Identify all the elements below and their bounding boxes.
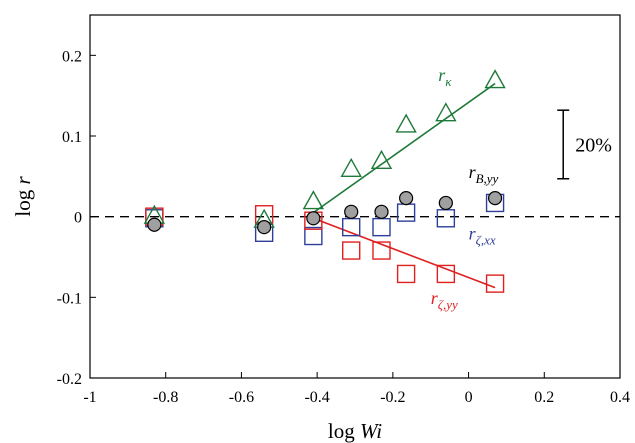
triangle-marker (484, 69, 506, 89)
square-marker (436, 264, 456, 284)
triangle-marker (435, 102, 457, 122)
scale-bar-label: 20% (575, 134, 612, 156)
series-label-kappa: rκ (438, 65, 452, 89)
series-annotations: rκ rB,yy rζ,xx rζ,yy (431, 65, 499, 312)
fit-lines (312, 82, 496, 289)
y-tick-label: 0.1 (62, 129, 82, 146)
circle-marker (438, 195, 453, 211)
scale-bar: 20% (557, 109, 612, 180)
x-tick-label: 0 (465, 389, 473, 406)
x-tick-label: -0.8 (153, 389, 178, 406)
y-tick-label: -0.1 (57, 290, 82, 307)
x-tick-label: -1 (83, 389, 96, 406)
square-marker (396, 203, 416, 222)
fit-line (312, 82, 496, 214)
triangle-marker (340, 157, 362, 178)
triangle-marker (395, 113, 417, 133)
circle-marker (147, 217, 162, 232)
triangle-marker (370, 149, 393, 169)
circle-marker (344, 204, 359, 219)
axes: -1 -0.8 -0.6 -0.4 -0.2 0 0.2 0.4 -0.2 -0.1 0 0.1 0.2 (57, 48, 630, 406)
square-marker (304, 226, 323, 246)
square-marker (372, 241, 391, 260)
series-label-zyy: rζ,yy (431, 288, 458, 312)
x-axis-title: log Wi (328, 419, 382, 443)
data-points (143, 69, 506, 293)
y-tick-label: 0 (74, 210, 82, 227)
x-tick-label: -0.2 (380, 389, 405, 406)
circle-marker (374, 204, 389, 219)
square-marker (396, 264, 416, 284)
fit-line (313, 217, 496, 289)
x-tick-label: -0.6 (229, 389, 254, 406)
circle-marker (399, 191, 414, 206)
square-marker (436, 209, 456, 228)
circle-marker (257, 220, 272, 235)
square-marker (372, 217, 391, 237)
circle-marker (306, 211, 321, 226)
x-tick-label: -0.4 (304, 389, 329, 406)
y-tick-label: -0.2 (57, 371, 82, 388)
series-label-zxx: rζ,xx (469, 223, 496, 247)
circle-marker (487, 191, 503, 206)
y-axis-title: log r (11, 176, 35, 217)
triangle-marker (302, 190, 325, 210)
square-marker (485, 274, 505, 293)
plot-frame (89, 14, 621, 379)
x-tick-label: 0.2 (534, 389, 554, 406)
y-tick-label: 0.2 (62, 48, 82, 65)
square-marker (342, 241, 361, 260)
series-label-Byy: rB,yy (469, 162, 499, 186)
x-tick-label: 0.4 (610, 389, 630, 406)
